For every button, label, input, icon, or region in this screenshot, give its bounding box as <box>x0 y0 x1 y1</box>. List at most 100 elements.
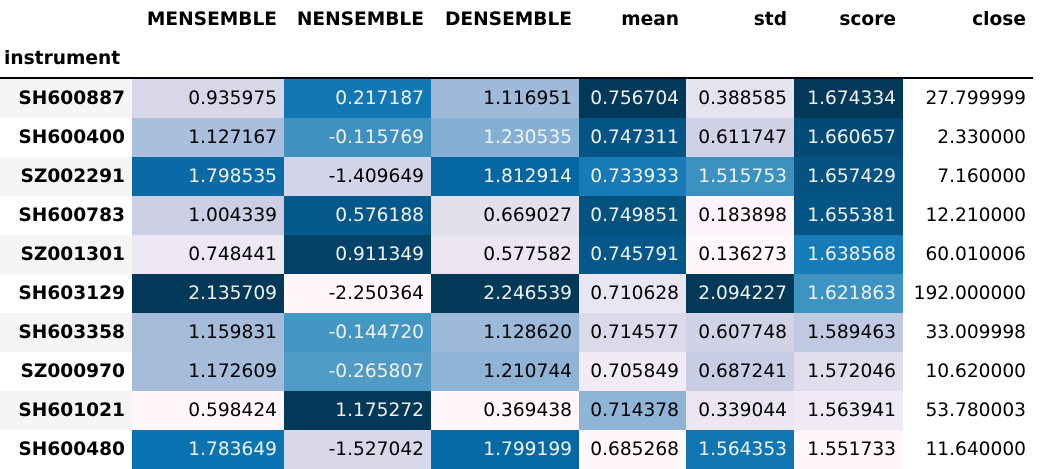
table-cell: 0.756704 <box>579 78 686 118</box>
table-cell: 1.127167 <box>132 118 284 157</box>
table-cell: 1.551733 <box>794 430 903 469</box>
table-cell: 1.175272 <box>284 391 431 430</box>
table-cell: 12.210000 <box>903 196 1033 235</box>
table-row: SH603358 1.159831 -0.144720 1.128620 0.71457… <box>0 313 1033 352</box>
table-cell: 1.798535 <box>132 157 284 196</box>
row-label: SZ002291 <box>0 157 132 196</box>
column-header-densemble: DENSEMBLE <box>444 9 572 30</box>
table-cell: 27.799999 <box>903 78 1033 118</box>
table-cell: 0.577582 <box>431 235 579 274</box>
table-cell: 0.598424 <box>132 391 284 430</box>
table-row: SZ001301 0.748441 0.911349 0.577582 0.745791… <box>0 235 1033 274</box>
table-cell: 0.745791 <box>579 235 686 274</box>
table-cell: 0.183898 <box>686 196 794 235</box>
row-label: SH601021 <box>0 391 132 430</box>
table-cell: 0.217187 <box>284 78 431 118</box>
table-cell: 2.330000 <box>903 118 1033 157</box>
index-header-row: instrument <box>0 39 1033 78</box>
index-name: instrument <box>4 47 121 69</box>
table-row: SZ000970 1.172609 -0.265807 1.210744 0.70584… <box>0 352 1033 391</box>
table-row: SH600783 1.004339 0.576188 0.669027 0.749851… <box>0 196 1033 235</box>
table-cell: 60.010006 <box>903 235 1033 274</box>
table-cell: 0.685268 <box>579 430 686 469</box>
table-cell: 1.621863 <box>794 274 903 313</box>
table-cell: 10.620000 <box>903 352 1033 391</box>
table-cell: 33.009998 <box>903 313 1033 352</box>
row-label: SZ000970 <box>0 352 132 391</box>
table-cell: 0.749851 <box>579 196 686 235</box>
column-header-mensemble: MENSEMBLE <box>146 9 277 30</box>
table-row: SH600400 1.127167 -0.115769 1.230535 0.74731… <box>0 118 1033 157</box>
table-cell: 0.710628 <box>579 274 686 313</box>
table-cell: 0.369438 <box>431 391 579 430</box>
table-cell: -1.527042 <box>284 430 431 469</box>
table-row: SH600480 1.783649 -1.527042 1.799199 0.68526… <box>0 430 1033 469</box>
table-cell: 0.388585 <box>686 78 794 118</box>
table-cell: 0.748441 <box>132 235 284 274</box>
table-cell: 1.799199 <box>431 430 579 469</box>
table-cell: 1.655381 <box>794 196 903 235</box>
row-label: SZ001301 <box>0 235 132 274</box>
table-cell: 192.000000 <box>903 274 1033 313</box>
column-header-mean: mean <box>621 9 679 30</box>
table-cell: 1.589463 <box>794 313 903 352</box>
table-cell: 0.669027 <box>431 196 579 235</box>
table-row: SH600887 0.935975 0.217187 1.116951 0.756704… <box>0 78 1033 118</box>
table-cell: 1.210744 <box>431 352 579 391</box>
table-cell: 1.657429 <box>794 157 903 196</box>
column-header-std: std <box>753 9 787 30</box>
table-cell: 2.246539 <box>431 274 579 313</box>
table-cell: -2.250364 <box>284 274 431 313</box>
table-cell: 0.607748 <box>686 313 794 352</box>
table-cell: 0.747311 <box>579 118 686 157</box>
table-cell: 2.135709 <box>132 274 284 313</box>
header-blank <box>0 0 132 39</box>
table-cell: 53.780003 <box>903 391 1033 430</box>
table-cell: 0.687241 <box>686 352 794 391</box>
table-cell: 0.714577 <box>579 313 686 352</box>
table-cell: 7.160000 <box>903 157 1033 196</box>
row-label: SH600480 <box>0 430 132 469</box>
table-cell: 1.128620 <box>431 313 579 352</box>
table-cell: 11.640000 <box>903 430 1033 469</box>
table-cell: 0.136273 <box>686 235 794 274</box>
table-cell: 0.733933 <box>579 157 686 196</box>
table-cell: 1.004339 <box>132 196 284 235</box>
table-cell: 1.230535 <box>431 118 579 157</box>
row-label: SH600400 <box>0 118 132 157</box>
table-cell: 0.714378 <box>579 391 686 430</box>
table-cell: 1.812914 <box>431 157 579 196</box>
column-header-score: score <box>839 9 896 30</box>
column-header-nensemble: NENSEMBLE <box>296 9 424 30</box>
table-cell: 0.339044 <box>686 391 794 430</box>
table-row: SZ002291 1.798535 -1.409649 1.812914 0.73393… <box>0 157 1033 196</box>
table-cell: 0.576188 <box>284 196 431 235</box>
table-body: SH600887 0.935975 0.217187 1.116951 0.756704… <box>0 78 1033 469</box>
table-cell: 0.935975 <box>132 78 284 118</box>
table-cell: -0.115769 <box>284 118 431 157</box>
table-cell: 1.783649 <box>132 430 284 469</box>
table-cell: 0.611747 <box>686 118 794 157</box>
table-cell: 2.094227 <box>686 274 794 313</box>
table-cell: 1.564353 <box>686 430 794 469</box>
table-cell: 1.660657 <box>794 118 903 157</box>
column-header-row: MENSEMBLE NENSEMBLE DENSEMBLE mean std s… <box>0 0 1033 39</box>
table-cell: -0.265807 <box>284 352 431 391</box>
table-cell: 0.705849 <box>579 352 686 391</box>
table-cell: 1.172609 <box>132 352 284 391</box>
table-cell: 0.911349 <box>284 235 431 274</box>
row-label: SH603129 <box>0 274 132 313</box>
table-row: SH603129 2.135709 -2.250364 2.246539 0.71062… <box>0 274 1033 313</box>
table-cell: 1.515753 <box>686 157 794 196</box>
table-cell: 1.563941 <box>794 391 903 430</box>
table-cell: 1.116951 <box>431 78 579 118</box>
table-cell: 1.638568 <box>794 235 903 274</box>
table-row: SH601021 0.598424 1.175272 0.369438 0.714378… <box>0 391 1033 430</box>
table-cell: 1.674334 <box>794 78 903 118</box>
column-header-close: close <box>972 9 1026 30</box>
row-label: SH600783 <box>0 196 132 235</box>
table-cell: 1.572046 <box>794 352 903 391</box>
row-label: SH600887 <box>0 78 132 118</box>
